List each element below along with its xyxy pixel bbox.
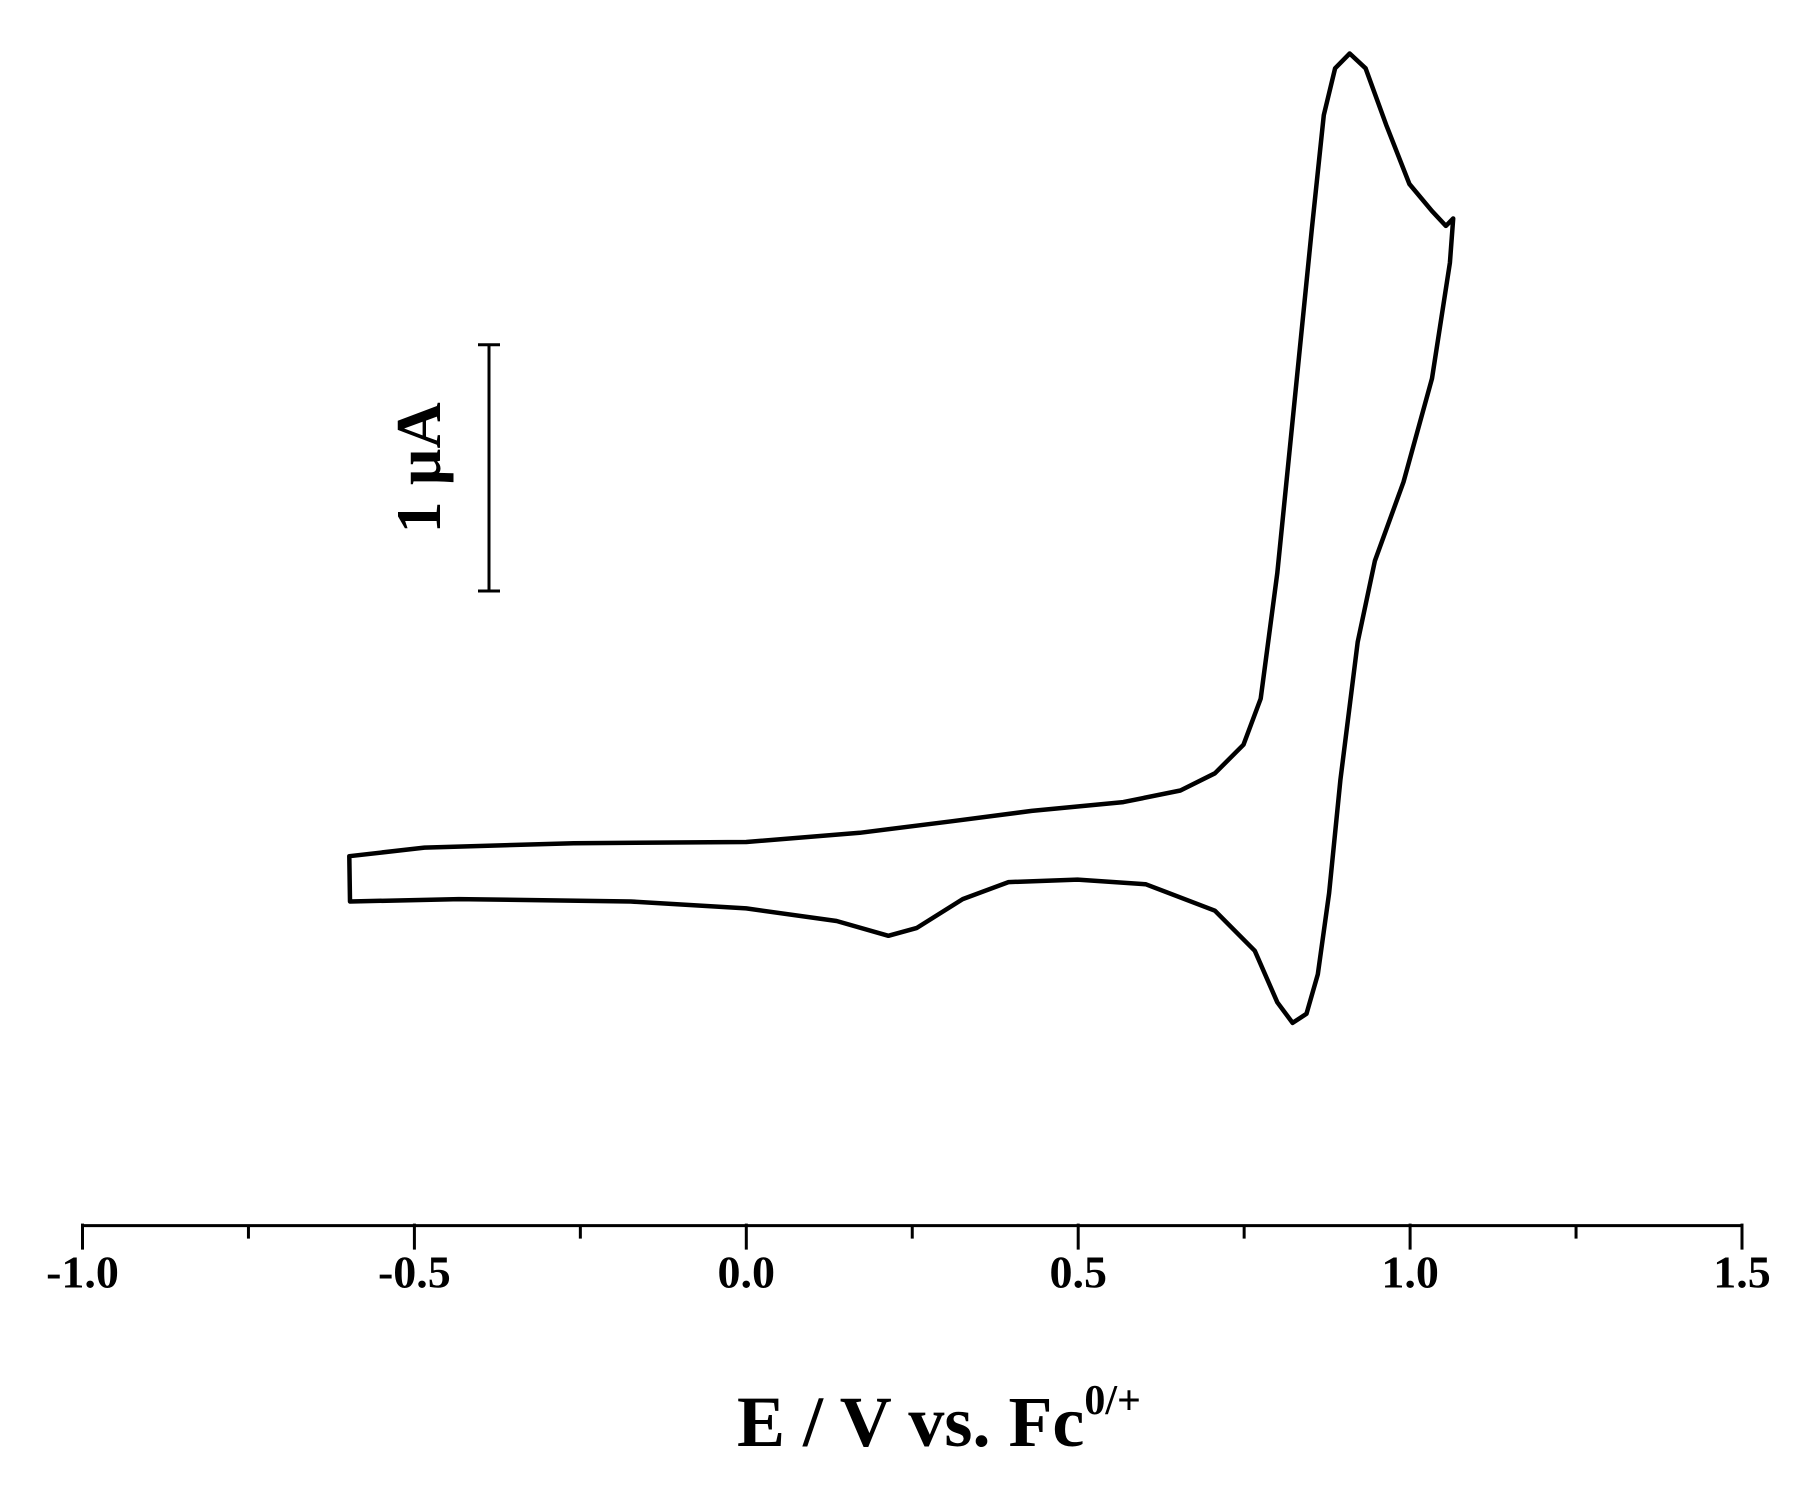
x-tick-label: -0.5 (378, 1247, 451, 1298)
x-tick-label: 0.5 (1049, 1247, 1107, 1298)
x-tick-label: 0.0 (718, 1247, 776, 1298)
x-axis-label-superscript: 0/+ (1084, 1378, 1141, 1424)
x-tick-label: -1.0 (46, 1247, 119, 1298)
scale-bar-label: 1 µA (383, 402, 454, 533)
x-tick-label: 1.5 (1713, 1247, 1771, 1298)
cv-curve (347, 51, 1456, 1026)
x-tick-label: 1.0 (1381, 1247, 1439, 1298)
x-axis-label-main: E / V vs. Fc (737, 1382, 1084, 1462)
x-axis-label: E / V vs. Fc0/+ (737, 1378, 1141, 1462)
